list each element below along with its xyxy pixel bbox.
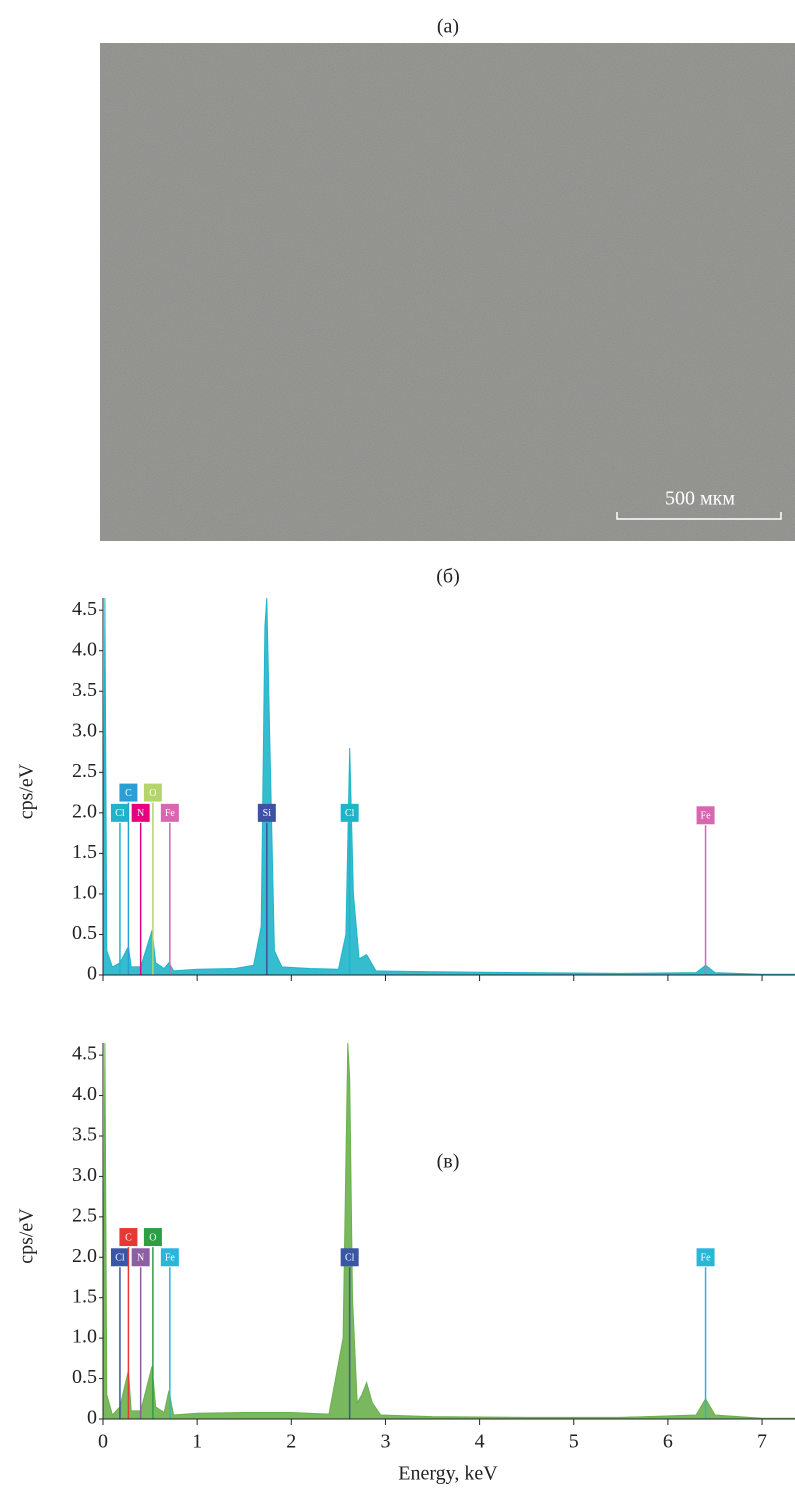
marker-label: N <box>137 1253 144 1264</box>
y-tick-label: 0.5 <box>72 1366 97 1388</box>
y-tick-label: 0.5 <box>72 922 97 944</box>
y-tick-label: 0 <box>87 1407 97 1429</box>
marker-label: C <box>125 788 132 799</box>
y-axis-label: cps/eV <box>16 763 38 819</box>
marker-box <box>110 1248 129 1267</box>
chart-title: (в) <box>437 1151 460 1173</box>
marker-box <box>160 1248 179 1267</box>
y-tick-label: 3.5 <box>72 1124 97 1146</box>
marker-box <box>119 783 138 802</box>
x-axis-label: Energy, keV <box>398 1463 498 1485</box>
spectrum <box>102 1042 795 1420</box>
y-tick-label: 2.0 <box>72 1245 97 1267</box>
x-tick-label: 1 <box>192 1431 202 1453</box>
marker-box <box>131 803 150 822</box>
marker-box <box>696 1248 715 1267</box>
marker-label: Cl <box>115 808 125 819</box>
y-tick-label: 1.5 <box>72 1285 97 1307</box>
marker-box <box>143 1228 162 1247</box>
marker-box <box>143 783 162 802</box>
x-tick-label: 6 <box>663 1431 673 1453</box>
panel-label: (а) <box>437 16 459 38</box>
marker-label: C <box>125 1232 132 1243</box>
marker-label: Fe <box>701 1253 712 1264</box>
marker-box <box>131 1248 150 1267</box>
marker-box <box>119 1228 138 1247</box>
y-tick-label: 2.5 <box>72 760 97 782</box>
marker-box <box>160 803 179 822</box>
y-tick-label: 1.0 <box>72 1326 97 1348</box>
x-tick-label: 2 <box>286 1431 296 1453</box>
scale-bar <box>616 512 782 520</box>
marker-box <box>340 803 359 822</box>
marker-box <box>110 803 129 822</box>
marker-box <box>257 803 276 822</box>
marker-label: Cl <box>345 808 355 819</box>
y-tick-label: 3.0 <box>72 719 97 741</box>
y-tick-label: 2.0 <box>72 800 97 822</box>
y-tick-label: 1.5 <box>72 841 97 863</box>
marker-label: Fe <box>165 808 176 819</box>
marker-label: O <box>149 1232 156 1243</box>
scale-bar-label: 500 мкм <box>665 488 735 510</box>
marker-label: Fe <box>701 811 712 822</box>
y-tick-label: 4.5 <box>72 598 97 620</box>
chart-title: (б) <box>436 566 460 588</box>
marker-label: O <box>149 788 156 799</box>
x-tick-label: 5 <box>569 1431 579 1453</box>
marker-box <box>696 806 715 825</box>
marker-box <box>340 1248 359 1267</box>
sem-texture <box>100 43 795 541</box>
x-tick-label: 3 <box>380 1431 390 1453</box>
y-tick-label: 3.5 <box>72 679 97 701</box>
x-tick-label: 7 <box>757 1431 767 1453</box>
spectrum <box>102 597 795 976</box>
marker-label: N <box>137 808 144 819</box>
y-tick-label: 1.0 <box>72 882 97 904</box>
y-tick-label: 2.5 <box>72 1204 97 1226</box>
y-tick-label: 4.0 <box>72 638 97 660</box>
y-axis-label: cps/eV <box>16 1208 38 1264</box>
x-tick-label: 4 <box>475 1431 485 1453</box>
x-tick-label: 0 <box>98 1431 108 1453</box>
y-tick-label: 4.0 <box>72 1083 97 1105</box>
marker-label: Cl <box>345 1253 355 1264</box>
marker-label: Si <box>263 808 272 819</box>
y-tick-label: 0 <box>87 963 97 985</box>
y-tick-label: 3.0 <box>72 1164 97 1186</box>
y-tick-label: 4.5 <box>72 1043 97 1065</box>
marker-label: Fe <box>165 1253 176 1264</box>
marker-label: Cl <box>115 1253 125 1264</box>
